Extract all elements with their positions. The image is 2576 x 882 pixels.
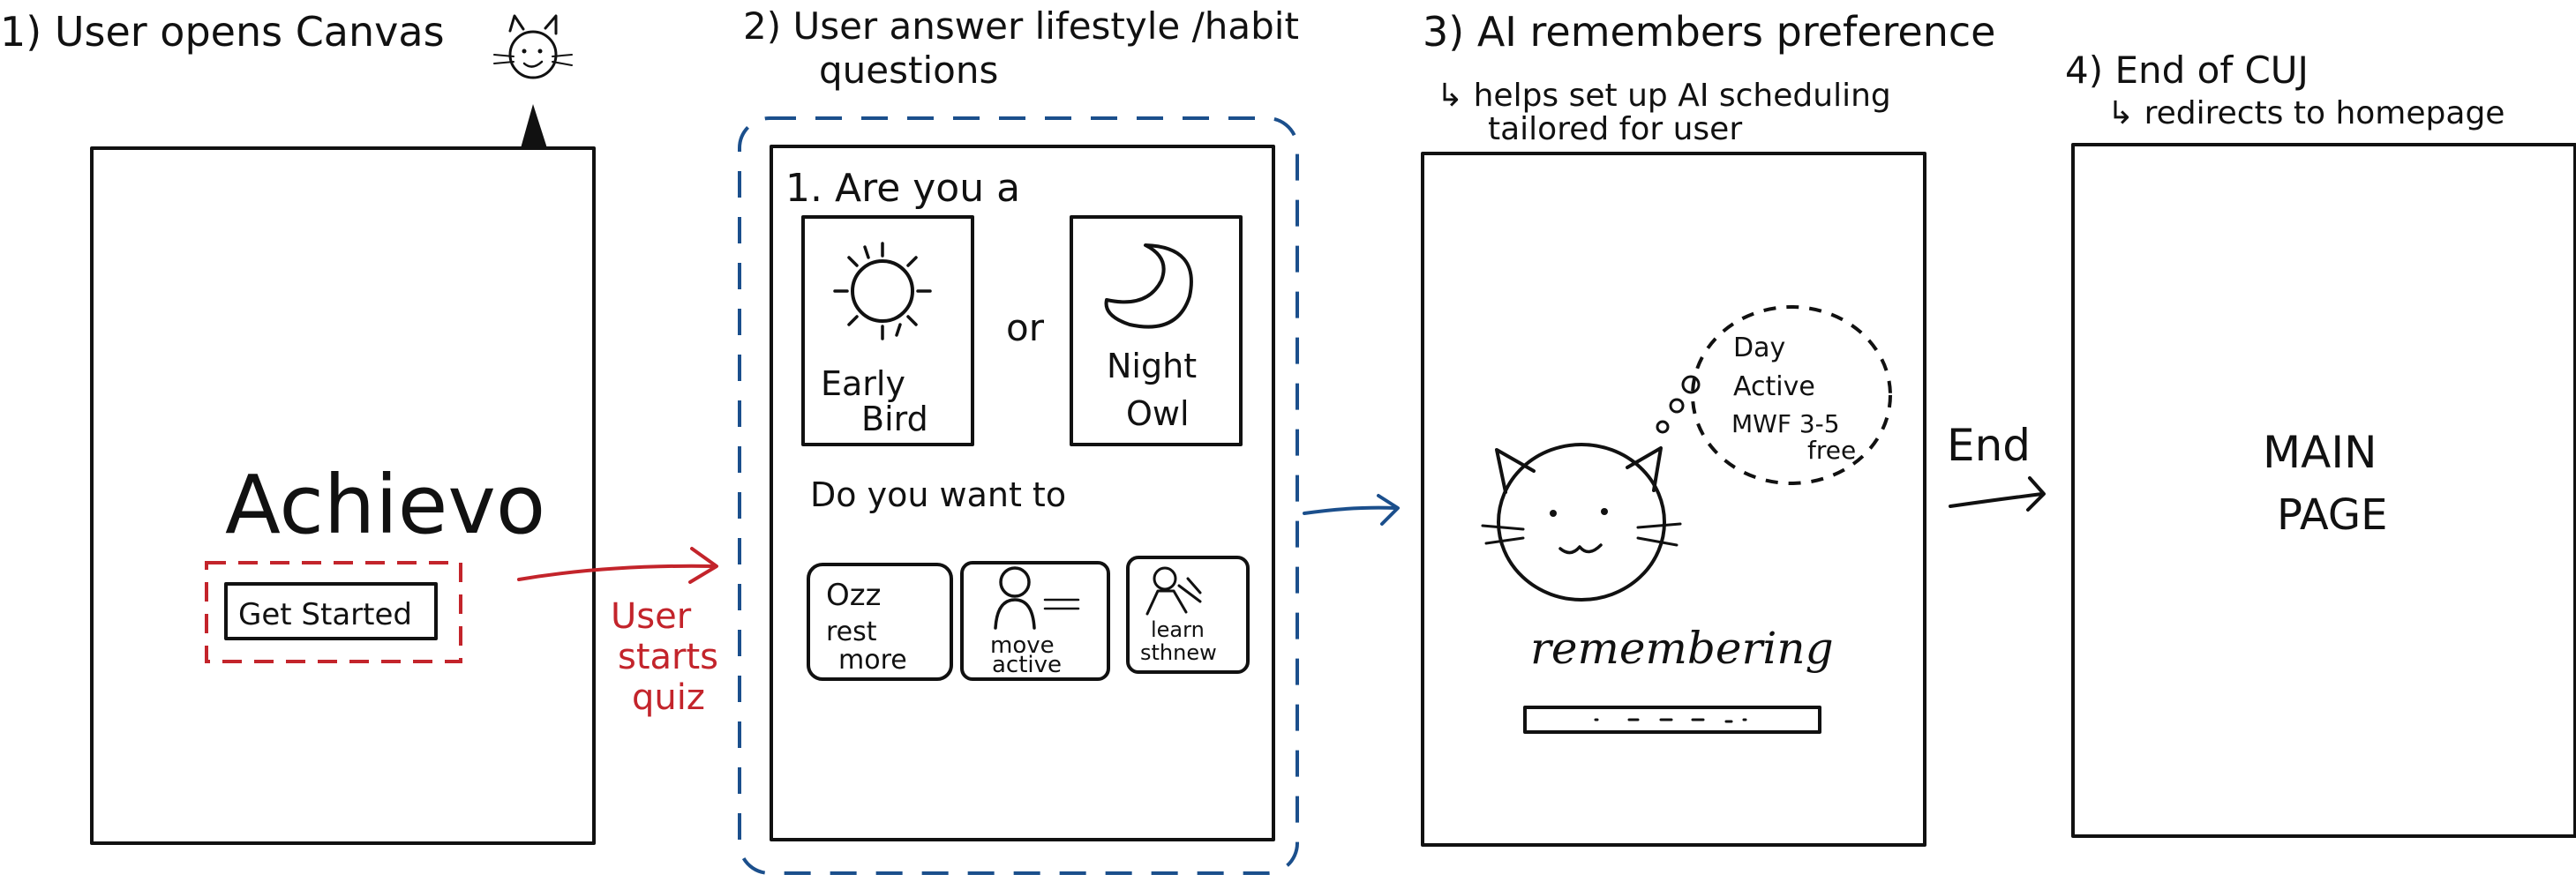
screen4-frame (2071, 143, 2576, 838)
transition-arrow-3 (1949, 476, 2046, 512)
thought-line1: Day (1733, 333, 1785, 363)
or-text: or (1006, 306, 1045, 349)
step2-heading-line1: 2) User answer lifestyle /habit (743, 4, 1299, 48)
choice-learn-line1: learn (1151, 617, 1205, 642)
transition1-line2: starts (618, 637, 718, 677)
transition1-line1: User (611, 596, 692, 637)
highlight-dashed-box (205, 561, 462, 663)
question2-text: Do you want to (810, 475, 1066, 514)
step3-subnote-line2: tailored for user (1488, 111, 1742, 147)
choice-move-line1: move (990, 632, 1055, 659)
choice-learn-line2: sthnew (1140, 640, 1217, 665)
night-owl-option[interactable] (1070, 215, 1243, 446)
thought-dot-large (1681, 375, 1701, 394)
thought-dot-medium (1669, 398, 1685, 414)
choice-rest-line2: more (838, 645, 907, 676)
screen2-frame (770, 145, 1275, 841)
choice-move-active[interactable] (960, 561, 1110, 681)
step4-heading: 4) End of CUJ (2065, 49, 2309, 92)
thought-line4: free (1807, 436, 1856, 465)
step3-subnote-line1: ↳ helps set up AI scheduling (1437, 78, 1891, 114)
sun-icon (833, 242, 932, 340)
quiz-dashed-outline (738, 116, 1299, 875)
choice-rest-line1: rest (826, 617, 877, 647)
screen1-frame (90, 146, 596, 845)
end-label: End (1947, 420, 2031, 471)
thought-line2: Active (1733, 371, 1815, 402)
cat-mascot-icon (493, 14, 573, 148)
thought-bubble (1691, 305, 1892, 485)
choice-learn-new[interactable] (1126, 556, 1250, 674)
step3-heading: 3) AI remembers preference (1423, 8, 1995, 56)
step4-subnote: ↳ redirects to homepage (2107, 95, 2505, 131)
choice-rest-more[interactable] (807, 563, 953, 681)
main-page-line2: PAGE (2277, 490, 2387, 540)
early-bird-line2: Bird (861, 400, 928, 438)
early-bird-option[interactable] (801, 215, 974, 446)
progress-bar-fill (1594, 718, 1747, 723)
moon-icon (1104, 243, 1193, 329)
transition1-line3: quiz (632, 677, 705, 718)
question1-text: 1. Are you a (785, 166, 1020, 211)
cat-face-icon (1481, 443, 1682, 602)
progress-bar (1523, 706, 1821, 734)
step1-heading: 1) User opens Canvas (0, 8, 445, 56)
thought-line3: MWF 3-5 (1731, 409, 1840, 438)
step2-heading-line2: questions (819, 49, 998, 92)
person-icon (994, 566, 1080, 630)
get-started-button[interactable] (224, 582, 438, 640)
night-owl-line1: Night (1107, 347, 1197, 385)
thought-dot-small (1656, 420, 1670, 434)
app-name: Achievo (225, 458, 545, 552)
main-page-line1: MAIN (2263, 427, 2377, 478)
transition-arrow-2 (1303, 494, 1400, 526)
remembering-status: remembering (1530, 623, 1834, 674)
choice-rest-glyph: Ozz (826, 578, 881, 613)
reader-icon (1145, 566, 1202, 616)
early-bird-line1: Early (821, 364, 905, 403)
transition-arrow-1 (517, 547, 718, 584)
choice-move-line2: active (992, 652, 1062, 678)
get-started-label: Get Started (238, 597, 412, 632)
night-owl-line2: Owl (1126, 394, 1190, 433)
screen3-frame (1421, 152, 1926, 847)
